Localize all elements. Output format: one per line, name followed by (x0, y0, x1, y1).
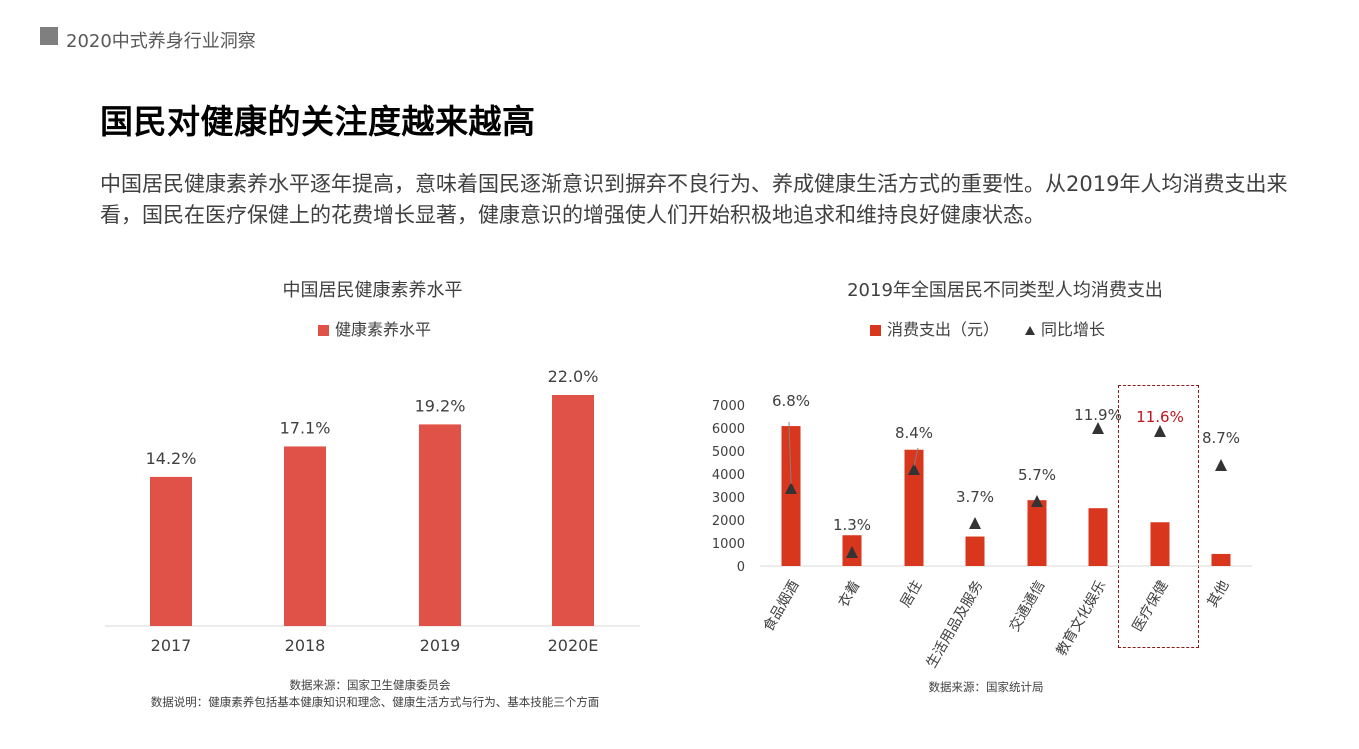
right-growth-label-居住: 8.4% (895, 424, 933, 442)
right-growth-marker-衣着 (846, 546, 858, 558)
right-y-tick-6000: 6000 (712, 422, 745, 437)
right-growth-marker-其他 (1215, 459, 1227, 471)
left-bar-2017 (150, 476, 192, 626)
left-data-label-2020E: 22.0% (548, 367, 599, 386)
left-x-tick-2019: 2019 (420, 636, 461, 655)
legend-label-growth: 同比增长 (1041, 320, 1106, 339)
right-leader-line-food (788, 421, 792, 485)
right-bar-生活用品及服务 (965, 536, 985, 566)
right-source-note: 数据来源：国家统计局 (928, 680, 1044, 694)
right-growth-marker-生活用品及服务 (969, 517, 981, 529)
left-bar-2020E (552, 395, 594, 626)
left-data-label-2019: 19.2% (415, 396, 466, 415)
right-growth-marker-教育文化娱乐 (1092, 422, 1104, 434)
right-y-tick-7000: 7000 (712, 399, 745, 414)
right-growth-label-其他: 8.7% (1202, 429, 1240, 447)
right-x-tick-衣着: 衣着 (836, 578, 864, 610)
right-bar-其他 (1211, 553, 1231, 566)
header-square-icon (40, 27, 58, 45)
right-growth-marker-食品烟酒 (785, 482, 797, 494)
left-data-label-2018: 17.1% (280, 418, 331, 437)
legend-label-spending: 消费支出（元） (887, 320, 1000, 339)
page-title: 国民对健康的关注度越来越高 (100, 102, 536, 141)
right-x-tick-交通通信: 交通通信 (1006, 578, 1049, 635)
left-chart-title: 中国居民健康素养水平 (282, 280, 463, 301)
right-growth-label-生活用品及服务: 3.7% (956, 488, 994, 506)
lead-paragraph: 中国居民健康素养水平逐年提高，意味着国民逐渐意识到摒弃不良行为、养成健康生活方式… (100, 172, 1288, 227)
left-x-tick-2018: 2018 (285, 636, 326, 655)
right-bar-教育文化娱乐 (1088, 508, 1108, 566)
right-leader-line-housing (913, 447, 919, 467)
right-chart-title: 2019年全国居民不同类型人均消费支出 (847, 280, 1163, 301)
right-growth-label-交通通信: 5.7% (1018, 466, 1056, 484)
left-x-tick-2020E: 2020E (548, 636, 599, 655)
right-x-tick-其他: 其他 (1205, 578, 1233, 610)
highlight-box-medical (1118, 385, 1199, 648)
left-bar-2018 (284, 446, 326, 626)
legend-triangle-icon (1025, 325, 1036, 335)
legend-swatch-icon (318, 324, 329, 336)
right-chart-legend: 消费支出（元） 同比增长 (870, 320, 1105, 340)
left-bar-2019 (419, 424, 461, 626)
right-growth-marker-居住 (908, 463, 920, 475)
right-x-tick-教育文化娱乐: 教育文化娱乐 (1054, 578, 1110, 659)
right-y-tick-2000: 2000 (712, 514, 745, 529)
right-y-tick-0: 0 (737, 560, 745, 575)
right-x-tick-生活用品及服务: 生活用品及服务 (924, 578, 987, 671)
right-growth-label-教育文化娱乐: 11.9% (1074, 406, 1122, 424)
header-title: 2020中式养身行业洞察 (66, 31, 256, 52)
right-y-tick-4000: 4000 (712, 468, 745, 483)
left-description-note: 数据说明：健康素养包括基本健康知识和理念、健康生活方式与行为、基本技能三个方面 (150, 695, 600, 709)
legend-label-health-literacy: 健康素养水平 (335, 320, 432, 339)
right-growth-label-衣着: 1.3% (833, 516, 871, 534)
right-y-tick-1000: 1000 (712, 537, 745, 552)
right-bar-居住 (904, 449, 924, 566)
right-bar-食品烟酒 (781, 426, 801, 566)
right-y-tick-5000: 5000 (712, 445, 745, 460)
right-growth-label-食品烟酒: 6.8% (772, 392, 810, 410)
right-bar-衣着 (842, 535, 862, 566)
right-y-tick-3000: 3000 (712, 491, 745, 506)
legend-swatch-icon (870, 324, 881, 336)
right-x-tick-食品烟酒: 食品烟酒 (760, 578, 803, 635)
right-bar-交通通信 (1027, 500, 1047, 566)
right-growth-marker-交通通信 (1031, 495, 1043, 507)
right-x-tick-居住: 居住 (898, 578, 926, 610)
left-data-label-2017: 14.2% (146, 449, 197, 468)
left-chart-legend: 健康素养水平 (318, 320, 431, 340)
left-source-note: 数据来源：国家卫生健康委员会 (289, 678, 451, 692)
left-x-tick-2017: 2017 (151, 636, 192, 655)
